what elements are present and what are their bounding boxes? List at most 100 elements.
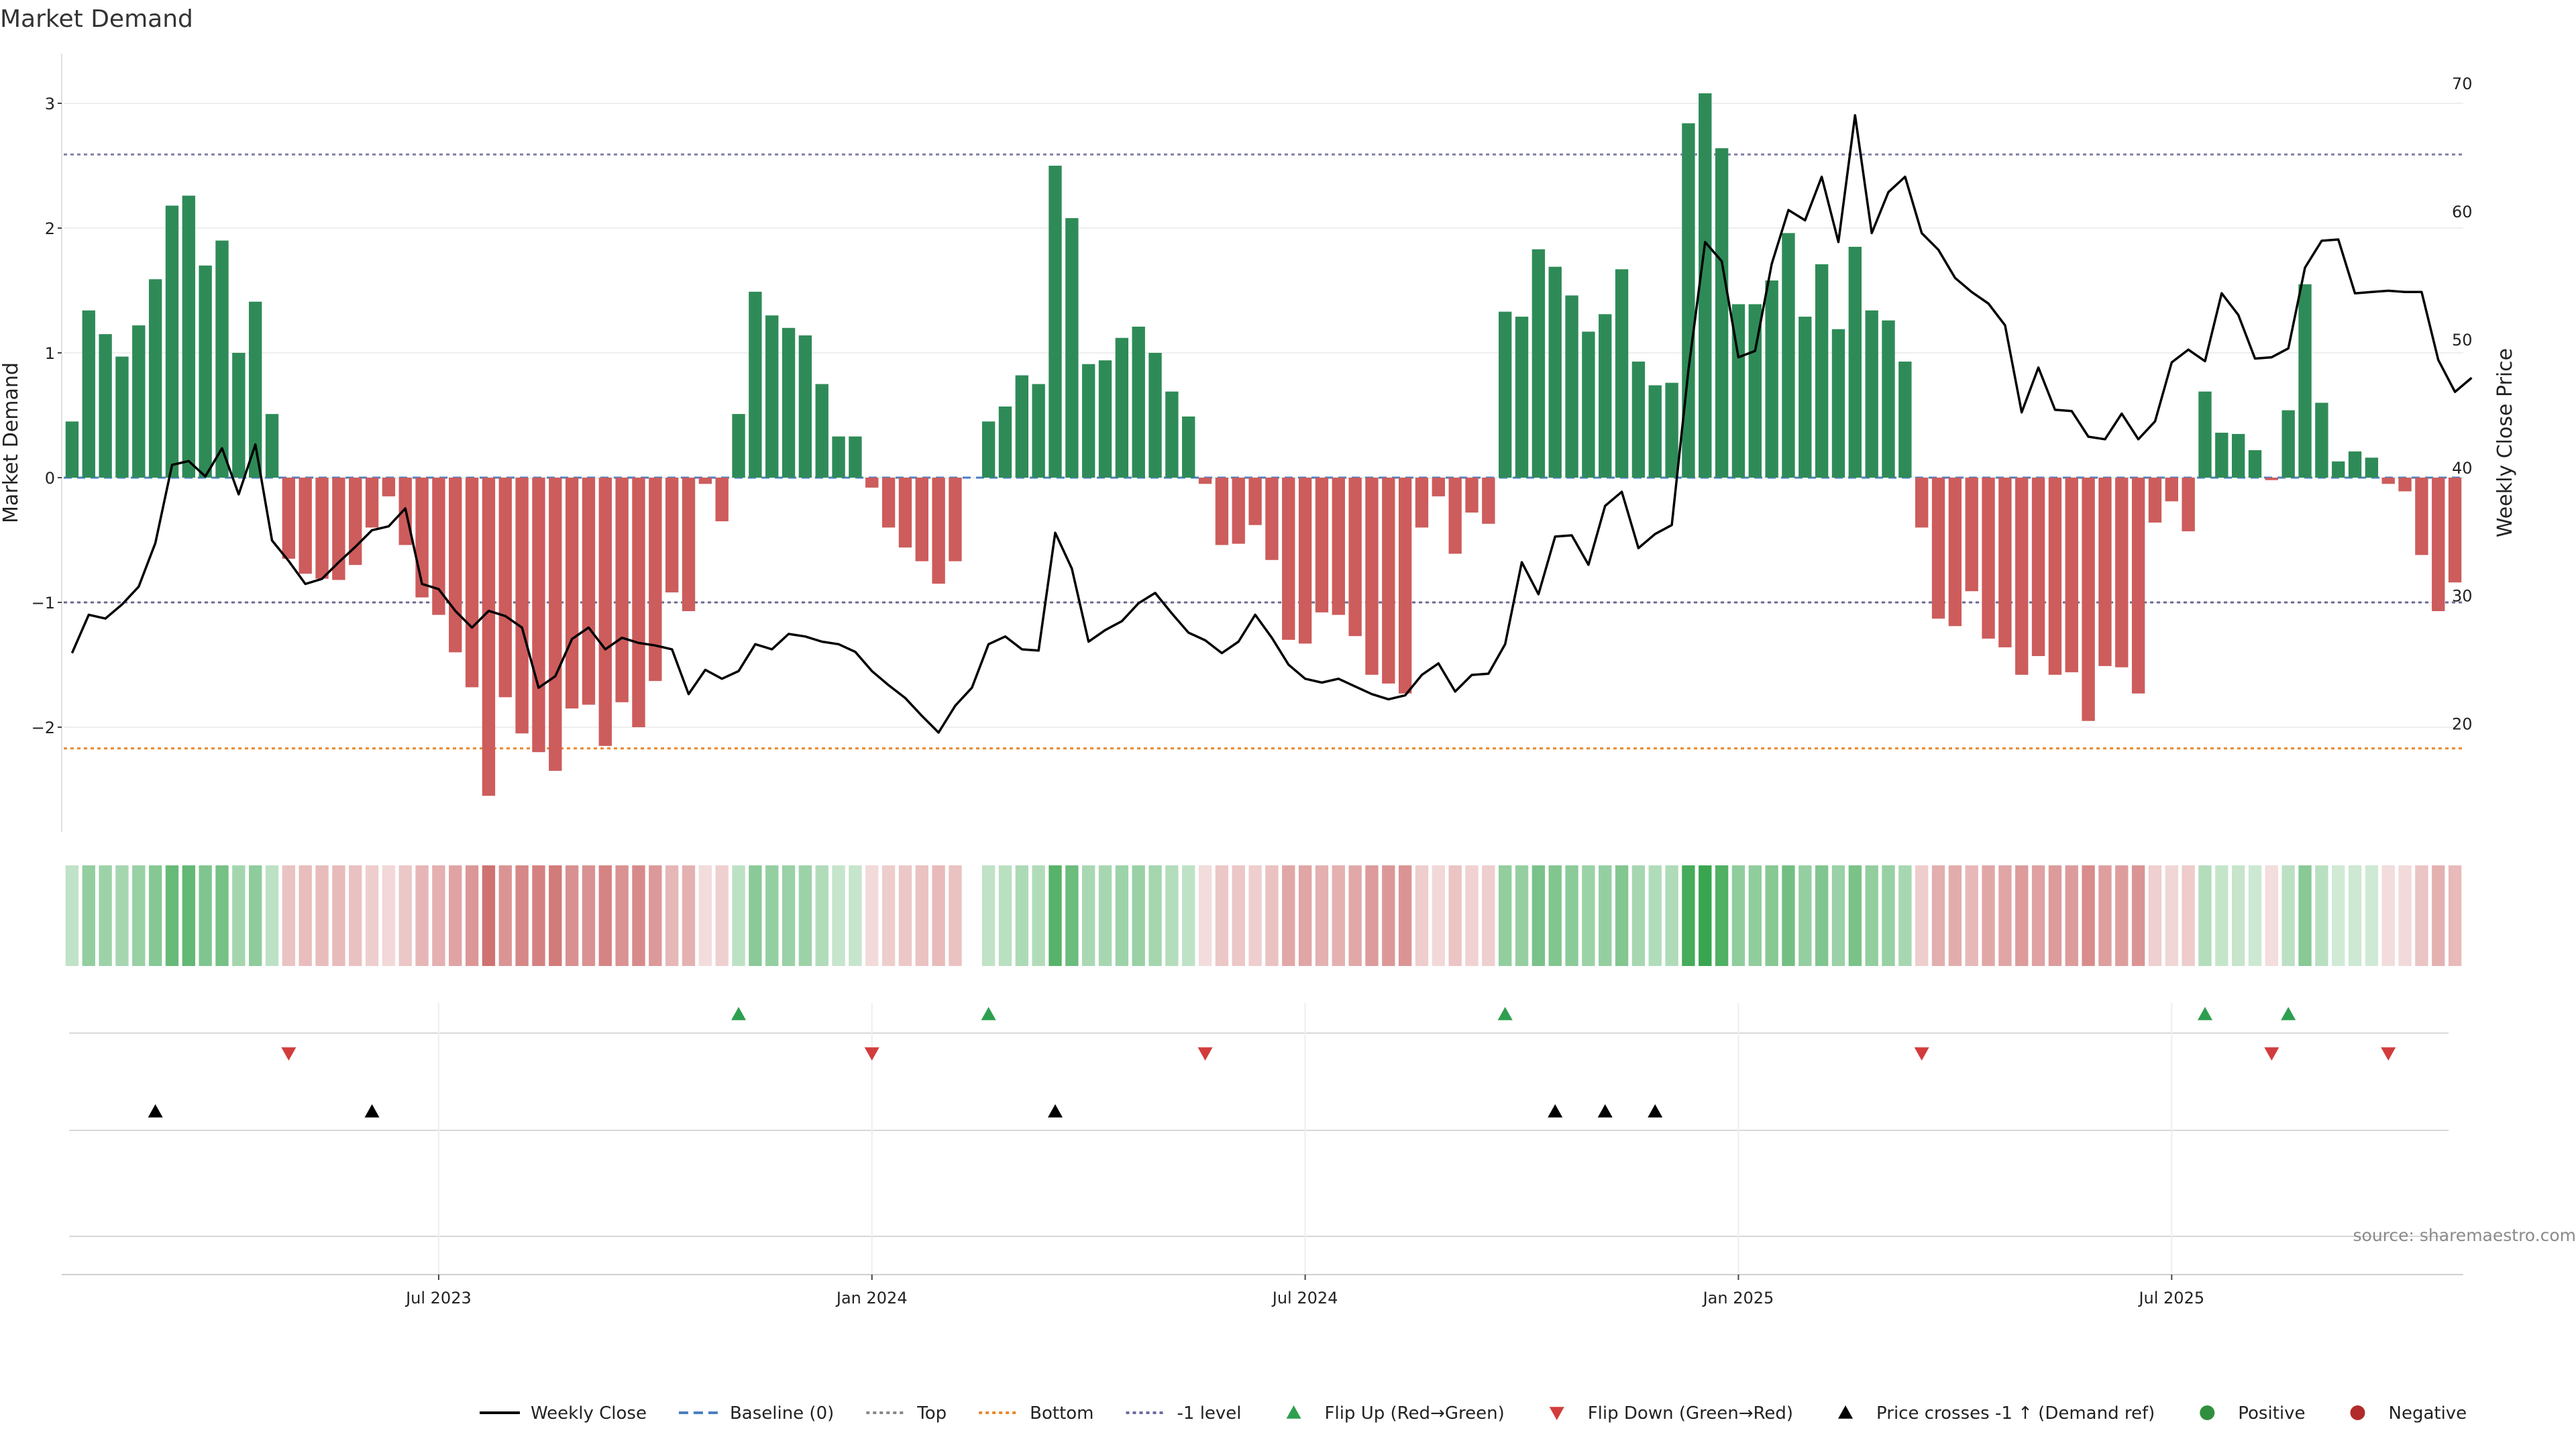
negative-bar [432, 478, 445, 615]
positive-bar [1498, 311, 1512, 478]
flip-down-marker [2381, 1047, 2396, 1061]
legend-label: Weekly Close [531, 1403, 647, 1424]
positive-bar [1715, 148, 1729, 478]
strip-cell-positive [248, 865, 262, 966]
strip-cell-positive [82, 865, 95, 966]
strip-cell-positive [1665, 865, 1678, 966]
positive-bar [2365, 458, 2379, 478]
demand-heat-strip [65, 865, 2462, 966]
legend-label: Flip Up (Red→Green) [1325, 1403, 1505, 1424]
positive-bar [1831, 329, 1845, 478]
positive-bar [1182, 416, 1195, 478]
negative-bar [949, 478, 962, 561]
positive-bar [1765, 280, 1778, 478]
strip-cell-negative [2448, 865, 2462, 966]
negative-bar [1415, 478, 1429, 528]
event-markers [69, 1003, 2449, 1275]
strip-cell-negative [332, 865, 345, 966]
negative-bar [2065, 478, 2078, 673]
price-cross-marker [1597, 1104, 1613, 1118]
strip-cell-positive [2298, 865, 2312, 966]
strip-cell-positive [1015, 865, 1029, 966]
strip-cell-negative [2398, 865, 2412, 966]
positive-bar [1098, 360, 1112, 478]
source-note: source: sharemaestro.com [2353, 1226, 2576, 1245]
strip-cell-negative [1332, 865, 1345, 966]
y2-axis-label: Weekly Close Price [2493, 348, 2517, 537]
strip-cell-positive [132, 865, 146, 966]
strip-cell-negative [1948, 865, 1962, 966]
negative-bar [1282, 478, 1295, 640]
legend-label: -1 level [1177, 1403, 1242, 1424]
legend-item: Weekly Close [480, 1403, 647, 1424]
strip-cell-positive [732, 865, 745, 966]
strip-cell-positive [1765, 865, 1778, 966]
negative-bar [2131, 478, 2145, 694]
positive-bar [99, 334, 112, 478]
strip-cell-negative [1315, 865, 1329, 966]
y-axis-label: Market Demand [0, 362, 23, 523]
strip-cell-positive [1081, 865, 1095, 966]
positive-bar [1782, 233, 1795, 478]
negative-bar [1948, 478, 1962, 627]
strip-cell-positive [1148, 865, 1162, 966]
positive-bar [1631, 362, 1646, 478]
price-cross-marker [364, 1104, 380, 1118]
strip-cell-negative [881, 865, 896, 966]
strip-cell-positive [1831, 865, 1845, 966]
positive-bar [798, 335, 812, 478]
strip-cell-negative [1965, 865, 1978, 966]
strip-cell-positive [2315, 865, 2328, 966]
negative-bar [449, 478, 462, 653]
negative-bar [2015, 478, 2029, 675]
negative-bar [482, 478, 496, 796]
negative-bar [1482, 478, 1495, 524]
positive-bar [132, 325, 146, 478]
strip-cell-negative [1415, 865, 1429, 966]
strip-cell-negative [498, 865, 512, 966]
strip-cell-positive [1898, 865, 1912, 966]
strip-cell-negative [465, 865, 479, 966]
positive-bar [1865, 310, 1878, 478]
flip-down-marker [1914, 1047, 1929, 1061]
strip-cell-negative [715, 865, 729, 966]
negative-bar [1398, 478, 1412, 694]
strip-cell-positive [1615, 865, 1629, 966]
negative-bar [2082, 478, 2095, 721]
strip-cell-positive [849, 865, 862, 966]
positive-bar [1848, 246, 1862, 478]
negative-bar [1198, 478, 1212, 484]
negative-bar [1382, 478, 1395, 684]
left-axis: −2 −1 0 1 2 3 [32, 95, 62, 737]
negative-bar [615, 478, 629, 702]
negative-bar [1432, 478, 1446, 496]
price-line [70, 114, 2473, 734]
negative-bar [2265, 478, 2279, 480]
positive-bar [2248, 450, 2262, 478]
strip-cell-negative [549, 865, 562, 966]
strip-cell-negative [2415, 865, 2428, 966]
legend-tri-up [1286, 1405, 1301, 1419]
strip-cell-negative [2381, 865, 2395, 966]
strip-cell-positive [1098, 865, 1112, 966]
legend-label: Negative [2389, 1403, 2467, 1424]
strip-cell-negative [415, 865, 429, 966]
strip-cell-positive [165, 865, 179, 966]
positive-bar [82, 310, 95, 478]
strip-cell-negative [1365, 865, 1379, 966]
strip-cell-negative [1348, 865, 1362, 966]
flip-down-marker [1197, 1047, 1213, 1061]
strip-cell-negative [1248, 865, 1262, 966]
strip-cell-positive [1548, 865, 1562, 966]
positive-bar [832, 436, 845, 478]
negative-bar [1298, 478, 1312, 644]
positive-bar [1665, 382, 1678, 478]
reference-lines [64, 153, 2463, 750]
strip-cell-negative [282, 865, 296, 966]
positive-bar [1682, 123, 1695, 478]
negative-bar [1348, 478, 1362, 637]
y2-tick-label: 20 [2452, 715, 2473, 734]
strip-cell-negative [2148, 865, 2162, 966]
x-tick-label: Jul 2025 [2137, 1289, 2204, 1307]
negative-bar [649, 478, 662, 682]
